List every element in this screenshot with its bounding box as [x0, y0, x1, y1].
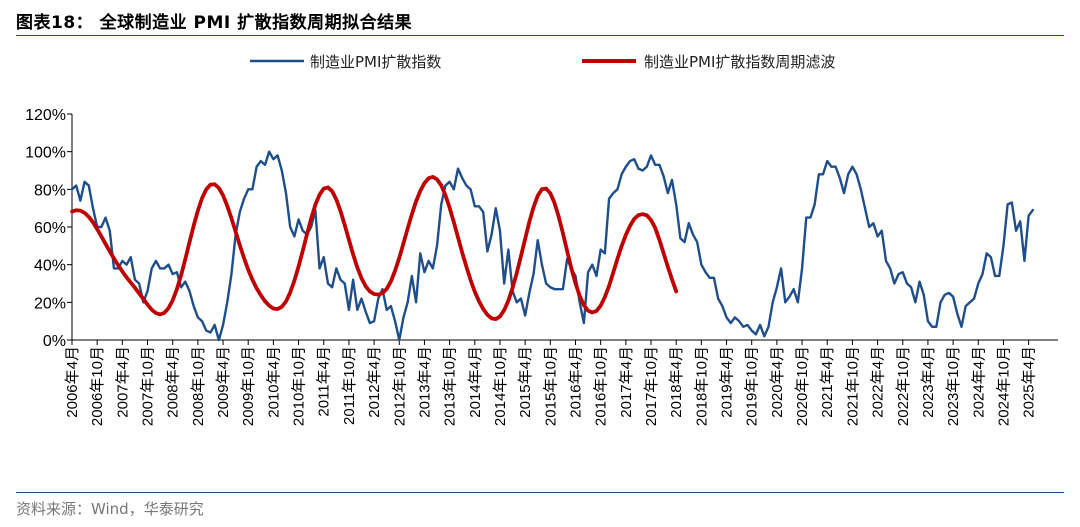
- x-tick-label: 2009年4月: [215, 346, 232, 418]
- x-tick-label: 2020年10月: [794, 346, 811, 426]
- chart-canvas: 制造业PMI扩散指数 制造业PMI扩散指数周期滤波 0% 20% 40% 60% 80%…: [25, 53, 1058, 426]
- x-tick-label: 2008年10月: [190, 346, 207, 426]
- x-tick-label: 2023年4月: [920, 346, 937, 418]
- y-axis: 0% 20% 40% 60% 80% 100% 120%: [25, 107, 73, 350]
- x-tick-label: 2013年4月: [416, 346, 433, 418]
- y-tick-label: 0%: [43, 333, 66, 350]
- y-tick-label: 60%: [34, 220, 66, 237]
- legend: 制造业PMI扩散指数 制造业PMI扩散指数周期滤波: [250, 53, 835, 71]
- x-tick-label: 2020年4月: [769, 346, 786, 418]
- title-divider: [16, 35, 1064, 36]
- x-tick-label: 2014年10月: [492, 346, 509, 426]
- series-line-filter: [70, 174, 679, 322]
- x-tick-label: 2013年10月: [442, 346, 459, 426]
- x-tick-label: 2021年4月: [819, 346, 836, 418]
- x-tick-label: 2022年10月: [895, 346, 912, 426]
- x-tick-label: 2012年4月: [366, 346, 383, 418]
- x-tick-label: 2012年10月: [391, 346, 408, 426]
- x-tick-label: 2015年4月: [517, 346, 534, 418]
- y-tick-label: 80%: [34, 182, 66, 199]
- y-tick-label: 100%: [25, 145, 66, 162]
- series-line-pmi: [70, 150, 1035, 342]
- x-tick-label: 2011年10月: [341, 346, 358, 425]
- x-tick-label: 2017年4月: [618, 346, 635, 418]
- x-tick-label: 2016年10月: [593, 346, 610, 426]
- x-tick-label: 2006年10月: [89, 346, 106, 426]
- y-tick-label: 40%: [34, 258, 66, 275]
- plot-area: [70, 150, 1035, 342]
- x-tick-label: 2017年10月: [643, 346, 660, 426]
- legend-label-pmi: 制造业PMI扩散指数: [310, 53, 441, 71]
- x-tick-label: 2011年4月: [316, 346, 333, 417]
- x-tick-label: 2010年4月: [265, 346, 282, 418]
- x-tick-label: 2006年4月: [64, 346, 81, 418]
- x-tick-label: 2014年4月: [467, 346, 484, 418]
- legend-label-filter: 制造业PMI扩散指数周期滤波: [644, 53, 835, 71]
- x-tick-label: 2018年10月: [693, 346, 710, 426]
- source-note: 资料来源：Wind，华泰研究: [16, 500, 204, 518]
- x-tick-label: 2019年10月: [744, 346, 761, 426]
- x-tick-label: 2008年4月: [165, 346, 182, 418]
- x-tick-label: 2015年10月: [542, 346, 559, 426]
- x-tick-label: 2021年10月: [844, 346, 861, 426]
- x-tick-label: 2007年4月: [114, 346, 131, 418]
- x-tick-label: 2007年10月: [140, 346, 157, 426]
- x-tick-label: 2018年4月: [668, 346, 685, 418]
- x-tick-label: 2022年4月: [870, 346, 887, 418]
- x-tick-label: 2025年4月: [1021, 346, 1038, 418]
- x-axis: 2006年4月 2006年10月 2007年4月 2007年10月 2008年4月 200…: [64, 339, 1058, 426]
- x-tick-label: 2024年10月: [995, 346, 1012, 426]
- x-tick-label: 2019年4月: [719, 346, 736, 418]
- x-tick-label: 2024年4月: [970, 346, 987, 418]
- x-tick-label: 2023年10月: [945, 346, 962, 426]
- x-tick-label: 2016年4月: [567, 346, 584, 418]
- x-tick-label: 2010年10月: [291, 346, 308, 426]
- y-tick-label: 120%: [25, 107, 66, 124]
- source-divider: [16, 492, 1064, 493]
- chart-title: 图表18： 全球制造业 PMI 扩散指数周期拟合结果: [16, 13, 413, 33]
- x-tick-label: 2009年10月: [240, 346, 257, 426]
- y-tick-label: 20%: [34, 295, 66, 312]
